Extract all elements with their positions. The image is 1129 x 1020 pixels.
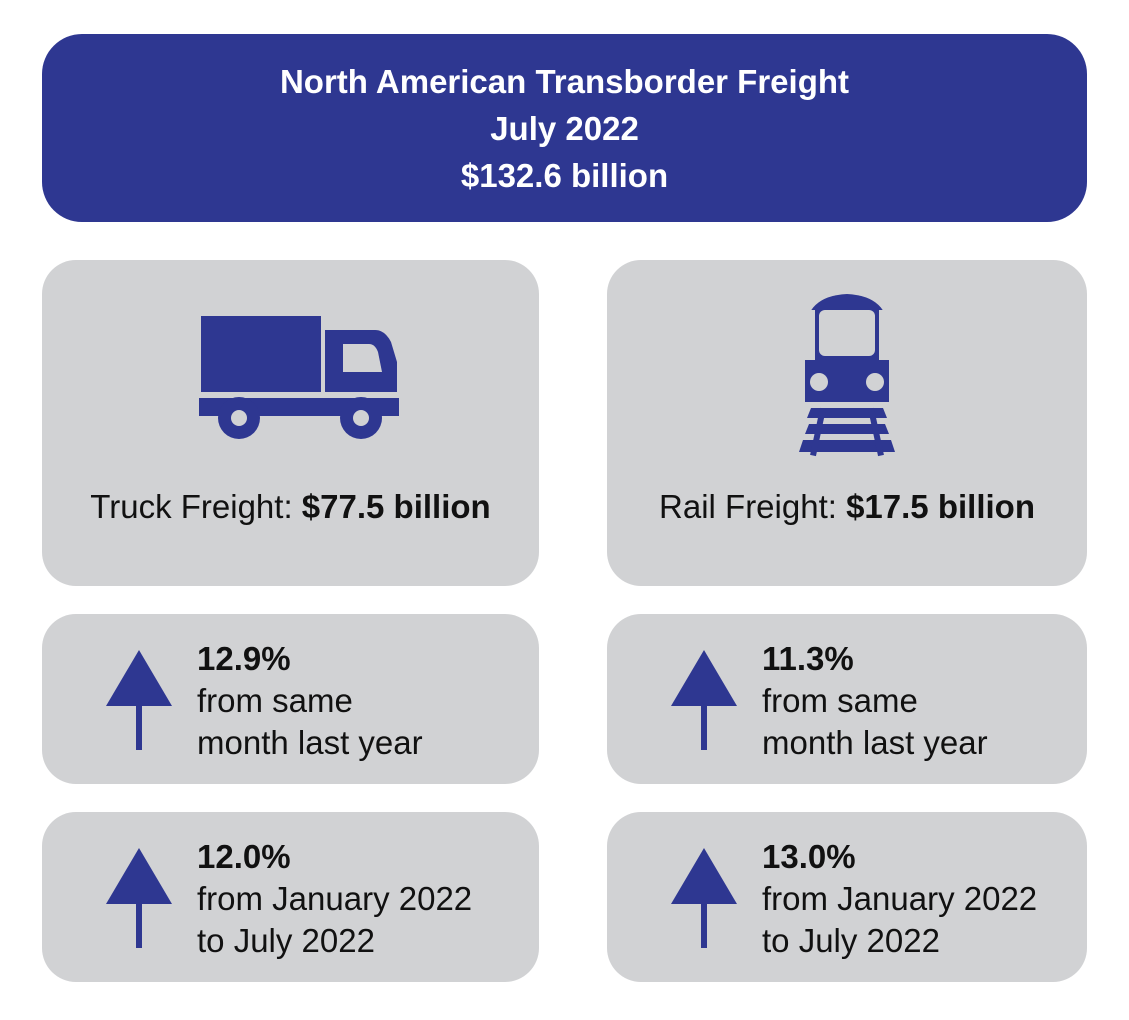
rail-freight-label: Rail Freight: $17.5 billion — [607, 488, 1087, 526]
train-icon — [799, 294, 895, 457]
rail-ytd-line1: from January 2022 — [762, 880, 1038, 917]
truck-yoy-line2: month last year — [197, 724, 423, 761]
truck-freight-value: $77.5 billion — [301, 488, 491, 525]
truck-yoy-text: 12.9% from same month last year — [197, 638, 423, 764]
truck-icon — [199, 316, 399, 439]
truck-ytd-card: 12.0% from January 2022 to July 2022 — [42, 812, 539, 982]
rail-yoy-text: 11.3% from same month last year — [762, 638, 988, 764]
rail-yoy-line2: month last year — [762, 724, 988, 761]
header-total: $132.6 billion — [460, 156, 669, 194]
truck-ytd-line2: to July 2022 — [197, 922, 375, 959]
rail-yoy-card: 11.3% from same month last year — [607, 614, 1087, 784]
truck-freight-label-text: Truck Freight: — [90, 488, 293, 525]
rail-ytd-text: 13.0% from January 2022 to July 2022 — [762, 836, 1037, 962]
truck-ytd-line1: from January 2022 — [197, 880, 473, 917]
up-arrow-icon — [106, 650, 172, 750]
truck-freight-label: Truck Freight: $77.5 billion — [42, 488, 539, 526]
truck-yoy-card: 12.9% from same month last year — [42, 614, 539, 784]
rail-freight-card: Rail Freight: $17.5 billion — [607, 260, 1087, 586]
up-arrow-icon — [106, 848, 172, 948]
rail-freight-label-text: Rail Freight: — [659, 488, 837, 525]
rail-yoy-percent: 11.3% — [762, 640, 854, 677]
truck-ytd-text: 12.0% from January 2022 to July 2022 — [197, 836, 472, 962]
truck-ytd-percent: 12.0% — [197, 838, 291, 875]
rail-ytd-percent: 13.0% — [762, 838, 856, 875]
header-period: July 2022 — [490, 109, 639, 147]
truck-yoy-percent: 12.9% — [197, 640, 291, 677]
up-arrow-icon — [671, 848, 737, 948]
rail-ytd-card: 13.0% from January 2022 to July 2022 — [607, 812, 1087, 982]
rail-yoy-line1: from same — [762, 682, 918, 719]
up-arrow-icon — [671, 650, 737, 750]
truck-yoy-line1: from same — [197, 682, 353, 719]
rail-ytd-line2: to July 2022 — [762, 922, 940, 959]
header-banner: North American Transborder Freight July … — [42, 34, 1087, 222]
truck-freight-card: Truck Freight: $77.5 billion — [42, 260, 539, 586]
header-title: North American Transborder Freight — [279, 62, 850, 100]
rail-freight-value: $17.5 billion — [846, 488, 1035, 525]
